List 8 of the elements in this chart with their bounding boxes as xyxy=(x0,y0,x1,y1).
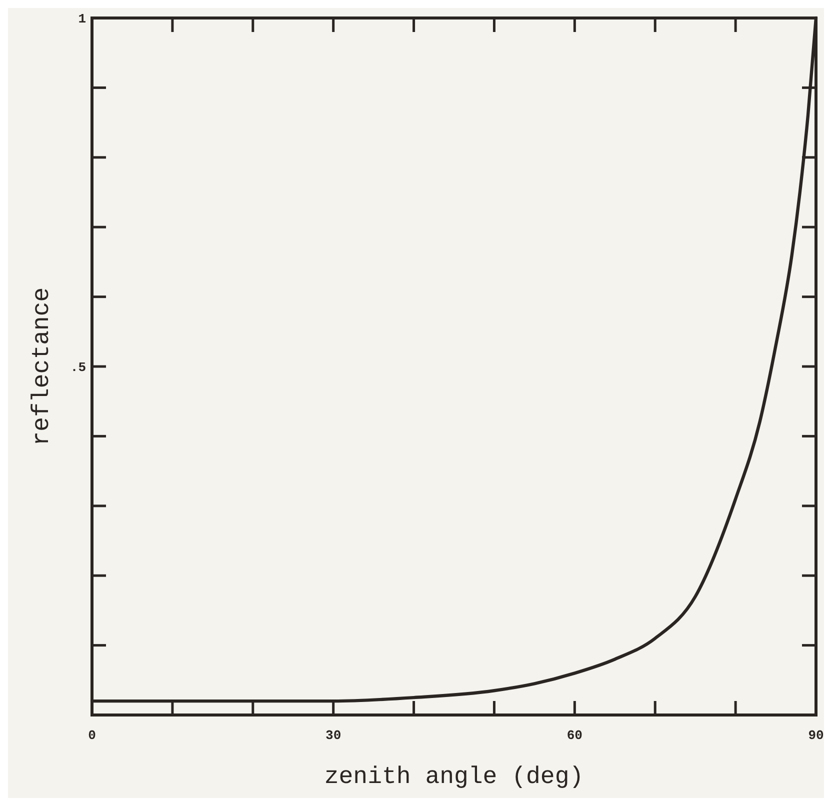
y-tick-label: 1 xyxy=(78,12,86,27)
x-axis-title: zenith angle (deg) xyxy=(324,764,584,791)
y-axis-title: reflectance xyxy=(29,287,56,446)
y-tick-label: .5 xyxy=(70,360,86,376)
x-tick-label: 0 xyxy=(88,728,96,743)
x-tick-label: 60 xyxy=(566,728,583,743)
x-tick-label: 90 xyxy=(808,728,824,743)
x-tick-label: 30 xyxy=(326,728,342,743)
